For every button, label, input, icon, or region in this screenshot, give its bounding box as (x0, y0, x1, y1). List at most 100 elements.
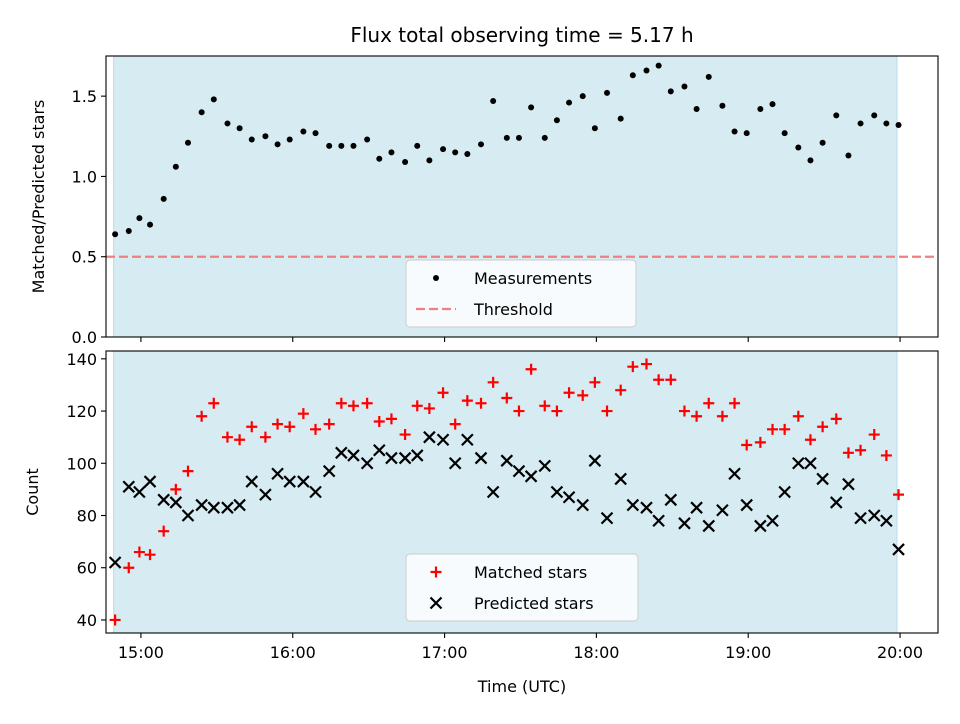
data-point (123, 562, 135, 574)
data-point (743, 130, 750, 137)
data-point (854, 511, 867, 525)
data-point (829, 496, 843, 509)
x-tick-label: 16:00 (270, 643, 316, 662)
legend-marker (433, 275, 439, 281)
data-point (792, 457, 805, 470)
series-matched-stars (109, 358, 905, 626)
data-point (398, 451, 412, 465)
data-point (136, 215, 143, 222)
data-point (817, 421, 829, 433)
data-point (731, 128, 738, 135)
data-point (652, 514, 665, 527)
data-point (385, 451, 398, 465)
data-point (729, 397, 741, 409)
data-point (234, 434, 246, 446)
data-point (664, 493, 678, 507)
data-point (158, 525, 170, 537)
data-point (160, 195, 167, 202)
data-point (335, 397, 347, 409)
data-point (576, 498, 590, 512)
data-point (170, 483, 182, 495)
data-point (562, 490, 576, 504)
data-point (895, 122, 902, 129)
data-point (845, 152, 852, 159)
data-point (286, 136, 293, 143)
data-point (781, 130, 788, 137)
data-point (487, 376, 499, 388)
data-point (426, 157, 433, 164)
data-point (399, 429, 411, 441)
x-axis-label: Time (UTC) (477, 677, 566, 696)
data-point (172, 163, 179, 170)
data-point (184, 139, 191, 146)
data-point (385, 413, 397, 425)
data-point (716, 410, 728, 422)
data-point (754, 519, 767, 533)
data-point (326, 142, 333, 149)
data-point (719, 102, 726, 109)
data-point (423, 402, 435, 414)
data-point (436, 433, 450, 447)
data-point (503, 134, 510, 141)
data-point (690, 501, 703, 514)
data-point (629, 72, 636, 79)
data-point (778, 485, 791, 499)
data-point (157, 493, 170, 507)
legend: Matched stars Predicted stars (405, 553, 639, 622)
data-point (109, 614, 121, 626)
data-point (284, 421, 296, 433)
data-point (591, 125, 598, 132)
data-point (322, 464, 336, 478)
data-point (653, 374, 665, 386)
data-point (550, 485, 564, 499)
data-point (360, 457, 374, 470)
data-point (236, 125, 243, 132)
x-tick-label: 18:00 (573, 643, 619, 662)
data-point (716, 504, 729, 517)
y-tick-label: 100 (66, 454, 97, 473)
data-point (640, 501, 653, 514)
data-point (309, 485, 322, 499)
data-point (144, 549, 156, 561)
data-point (501, 392, 513, 404)
data-point (402, 158, 409, 165)
data-point (626, 498, 640, 512)
data-point (207, 501, 221, 514)
data-point (490, 97, 497, 104)
y-tick-label: 60 (77, 559, 97, 578)
data-point (767, 423, 779, 435)
legend-box (405, 553, 639, 622)
data-point (350, 142, 357, 149)
data-point (833, 112, 840, 119)
data-point (297, 475, 310, 488)
legend: Measurements Threshold (405, 259, 637, 328)
data-point (262, 133, 269, 140)
data-point (681, 83, 688, 90)
data-point (871, 112, 878, 119)
data-point (740, 498, 753, 512)
legend-box (405, 259, 637, 328)
x-tick-label: 19:00 (725, 643, 771, 662)
data-point (512, 464, 526, 478)
data-point (221, 501, 234, 514)
plot-frame (105, 350, 939, 634)
data-point (210, 96, 217, 103)
data-point (248, 136, 255, 143)
data-point (486, 485, 500, 499)
data-point (541, 134, 548, 141)
data-point (373, 416, 385, 427)
data-point (133, 485, 146, 499)
data-point (475, 397, 487, 409)
chart-title: Flux total observing time = 5.17 h (350, 23, 693, 47)
data-point (678, 517, 691, 530)
data-point (703, 397, 715, 409)
data-point (310, 423, 322, 435)
data-point (515, 134, 522, 141)
data-point (274, 141, 281, 148)
data-point (766, 514, 779, 527)
data-point (553, 117, 560, 124)
data-point (857, 120, 864, 127)
data-point (196, 410, 208, 422)
data-point (208, 397, 220, 409)
data-point (705, 73, 712, 80)
